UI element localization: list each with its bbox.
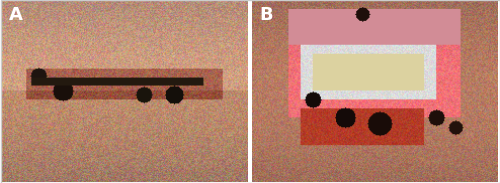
Text: A: A	[10, 6, 24, 24]
Text: B: B	[260, 6, 273, 24]
